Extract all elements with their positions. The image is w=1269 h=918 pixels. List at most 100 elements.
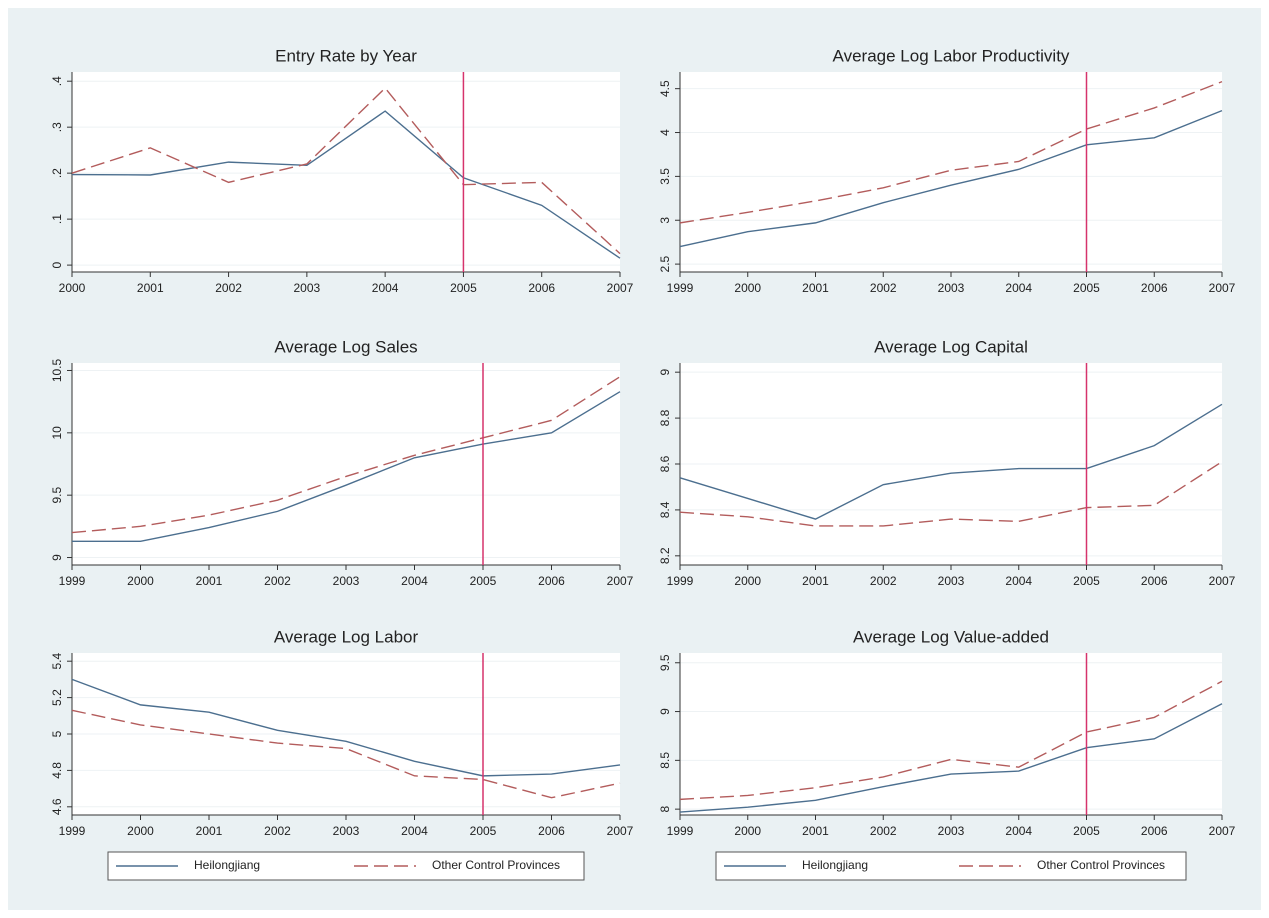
y-tick-label: 10.5 — [50, 358, 64, 382]
x-tick-label: 2002 — [264, 824, 291, 838]
x-tick-label: 2003 — [294, 281, 321, 295]
x-tick-label: 2001 — [196, 824, 223, 838]
y-tick-label: 9 — [658, 708, 672, 715]
x-tick-label: 2007 — [607, 824, 634, 838]
series-line — [71, 709, 621, 799]
x-tick-label: 2003 — [938, 824, 965, 838]
x-tick-label: 2005 — [1073, 574, 1100, 588]
plot-area — [72, 72, 620, 272]
plot-area — [680, 72, 1222, 272]
x-tick-label: 2007 — [607, 281, 634, 295]
x-tick-label: 2002 — [215, 281, 242, 295]
series-line — [679, 109, 1223, 248]
x-tick-label: 2007 — [607, 574, 634, 588]
series-line — [72, 391, 621, 543]
x-tick-label: 2002 — [870, 281, 897, 295]
x-tick-label: 2004 — [1005, 824, 1032, 838]
y-tick-label: 4.8 — [50, 762, 64, 779]
x-tick-label: 2006 — [1141, 281, 1168, 295]
x-tick-label: 2001 — [196, 574, 223, 588]
x-tick-label: 2004 — [372, 281, 399, 295]
y-tick-label: 9.5 — [50, 487, 64, 504]
x-tick-label: 2003 — [938, 281, 965, 295]
x-tick-label: 2005 — [450, 281, 477, 295]
series-line — [71, 87, 621, 255]
chart-title: Average Log Labor Productivity — [833, 46, 1070, 65]
legend-label: Other Control Provinces — [1037, 858, 1165, 872]
chart-title: Average Log Labor — [274, 627, 419, 646]
y-tick-label: 4 — [658, 129, 672, 136]
y-tick-label: 9 — [50, 554, 64, 561]
x-tick-label: 2005 — [470, 824, 497, 838]
x-tick-label: 2000 — [127, 824, 154, 838]
x-tick-label: 2004 — [401, 574, 428, 588]
x-tick-label: 2001 — [802, 574, 829, 588]
y-tick-label: 3 — [658, 217, 672, 224]
x-tick-label: 2003 — [938, 574, 965, 588]
x-tick-label: 2001 — [802, 281, 829, 295]
y-tick-label: .1 — [50, 214, 64, 224]
y-tick-label: .2 — [50, 168, 64, 178]
series-line — [679, 703, 1223, 813]
y-tick-label: 5.4 — [50, 653, 64, 670]
y-tick-label: 10 — [50, 426, 64, 440]
x-tick-label: 2007 — [1209, 824, 1236, 838]
y-tick-label: 8.6 — [658, 455, 672, 472]
legend-label: Heilongjiang — [194, 858, 260, 872]
x-tick-label: 1999 — [667, 281, 694, 295]
x-tick-label: 2003 — [333, 574, 360, 588]
y-tick-label: 9 — [658, 369, 672, 376]
x-tick-label: 2006 — [1141, 574, 1168, 588]
x-tick-label: 2005 — [1073, 824, 1100, 838]
x-tick-label: 1999 — [667, 574, 694, 588]
y-tick-label: 8.2 — [658, 547, 672, 564]
x-tick-label: 2006 — [528, 281, 555, 295]
x-tick-label: 2005 — [470, 574, 497, 588]
x-tick-label: 1999 — [59, 574, 86, 588]
chart-title: Average Log Sales — [274, 337, 417, 356]
y-tick-label: 8 — [658, 805, 672, 812]
x-tick-label: 2000 — [734, 824, 761, 838]
series-line — [71, 678, 621, 777]
x-tick-label: 1999 — [667, 824, 694, 838]
x-tick-label: 2000 — [127, 574, 154, 588]
plot-area — [72, 363, 620, 565]
series-line — [679, 80, 1223, 224]
y-tick-label: 8.5 — [658, 752, 672, 769]
series-line — [679, 403, 1223, 520]
x-tick-label: 2006 — [538, 574, 565, 588]
x-tick-label: 2005 — [1073, 281, 1100, 295]
series-line — [679, 680, 1223, 801]
x-tick-label: 1999 — [59, 824, 86, 838]
y-tick-label: .4 — [50, 76, 64, 86]
x-tick-label: 2002 — [870, 574, 897, 588]
x-tick-label: 2002 — [264, 574, 291, 588]
y-tick-label: 4.5 — [658, 80, 672, 97]
x-tick-label: 2007 — [1209, 574, 1236, 588]
x-tick-label: 2000 — [734, 574, 761, 588]
chart-title: Entry Rate by Year — [275, 46, 417, 65]
y-tick-label: 8.4 — [658, 501, 672, 518]
series-line — [71, 110, 621, 259]
x-tick-label: 2002 — [870, 824, 897, 838]
y-tick-label: 0 — [50, 261, 64, 268]
y-tick-label: 5 — [50, 730, 64, 737]
x-tick-label: 2000 — [59, 281, 86, 295]
legend-box — [107, 851, 585, 881]
x-tick-label: 2004 — [401, 824, 428, 838]
y-tick-label: 9.5 — [658, 654, 672, 671]
legend-box — [715, 851, 1187, 881]
y-tick-label: 2.5 — [658, 255, 672, 272]
y-tick-label: 3.5 — [658, 168, 672, 185]
series-line — [679, 461, 1223, 527]
x-tick-label: 2001 — [137, 281, 164, 295]
chart-title: Average Log Capital — [874, 337, 1028, 356]
x-tick-label: 2004 — [1005, 281, 1032, 295]
legend-label: Other Control Provinces — [432, 858, 560, 872]
x-tick-label: 2001 — [802, 824, 829, 838]
x-tick-label: 2007 — [1209, 281, 1236, 295]
y-tick-label: 5.2 — [50, 689, 64, 706]
y-tick-label: .3 — [50, 122, 64, 132]
plot-area — [680, 653, 1222, 815]
